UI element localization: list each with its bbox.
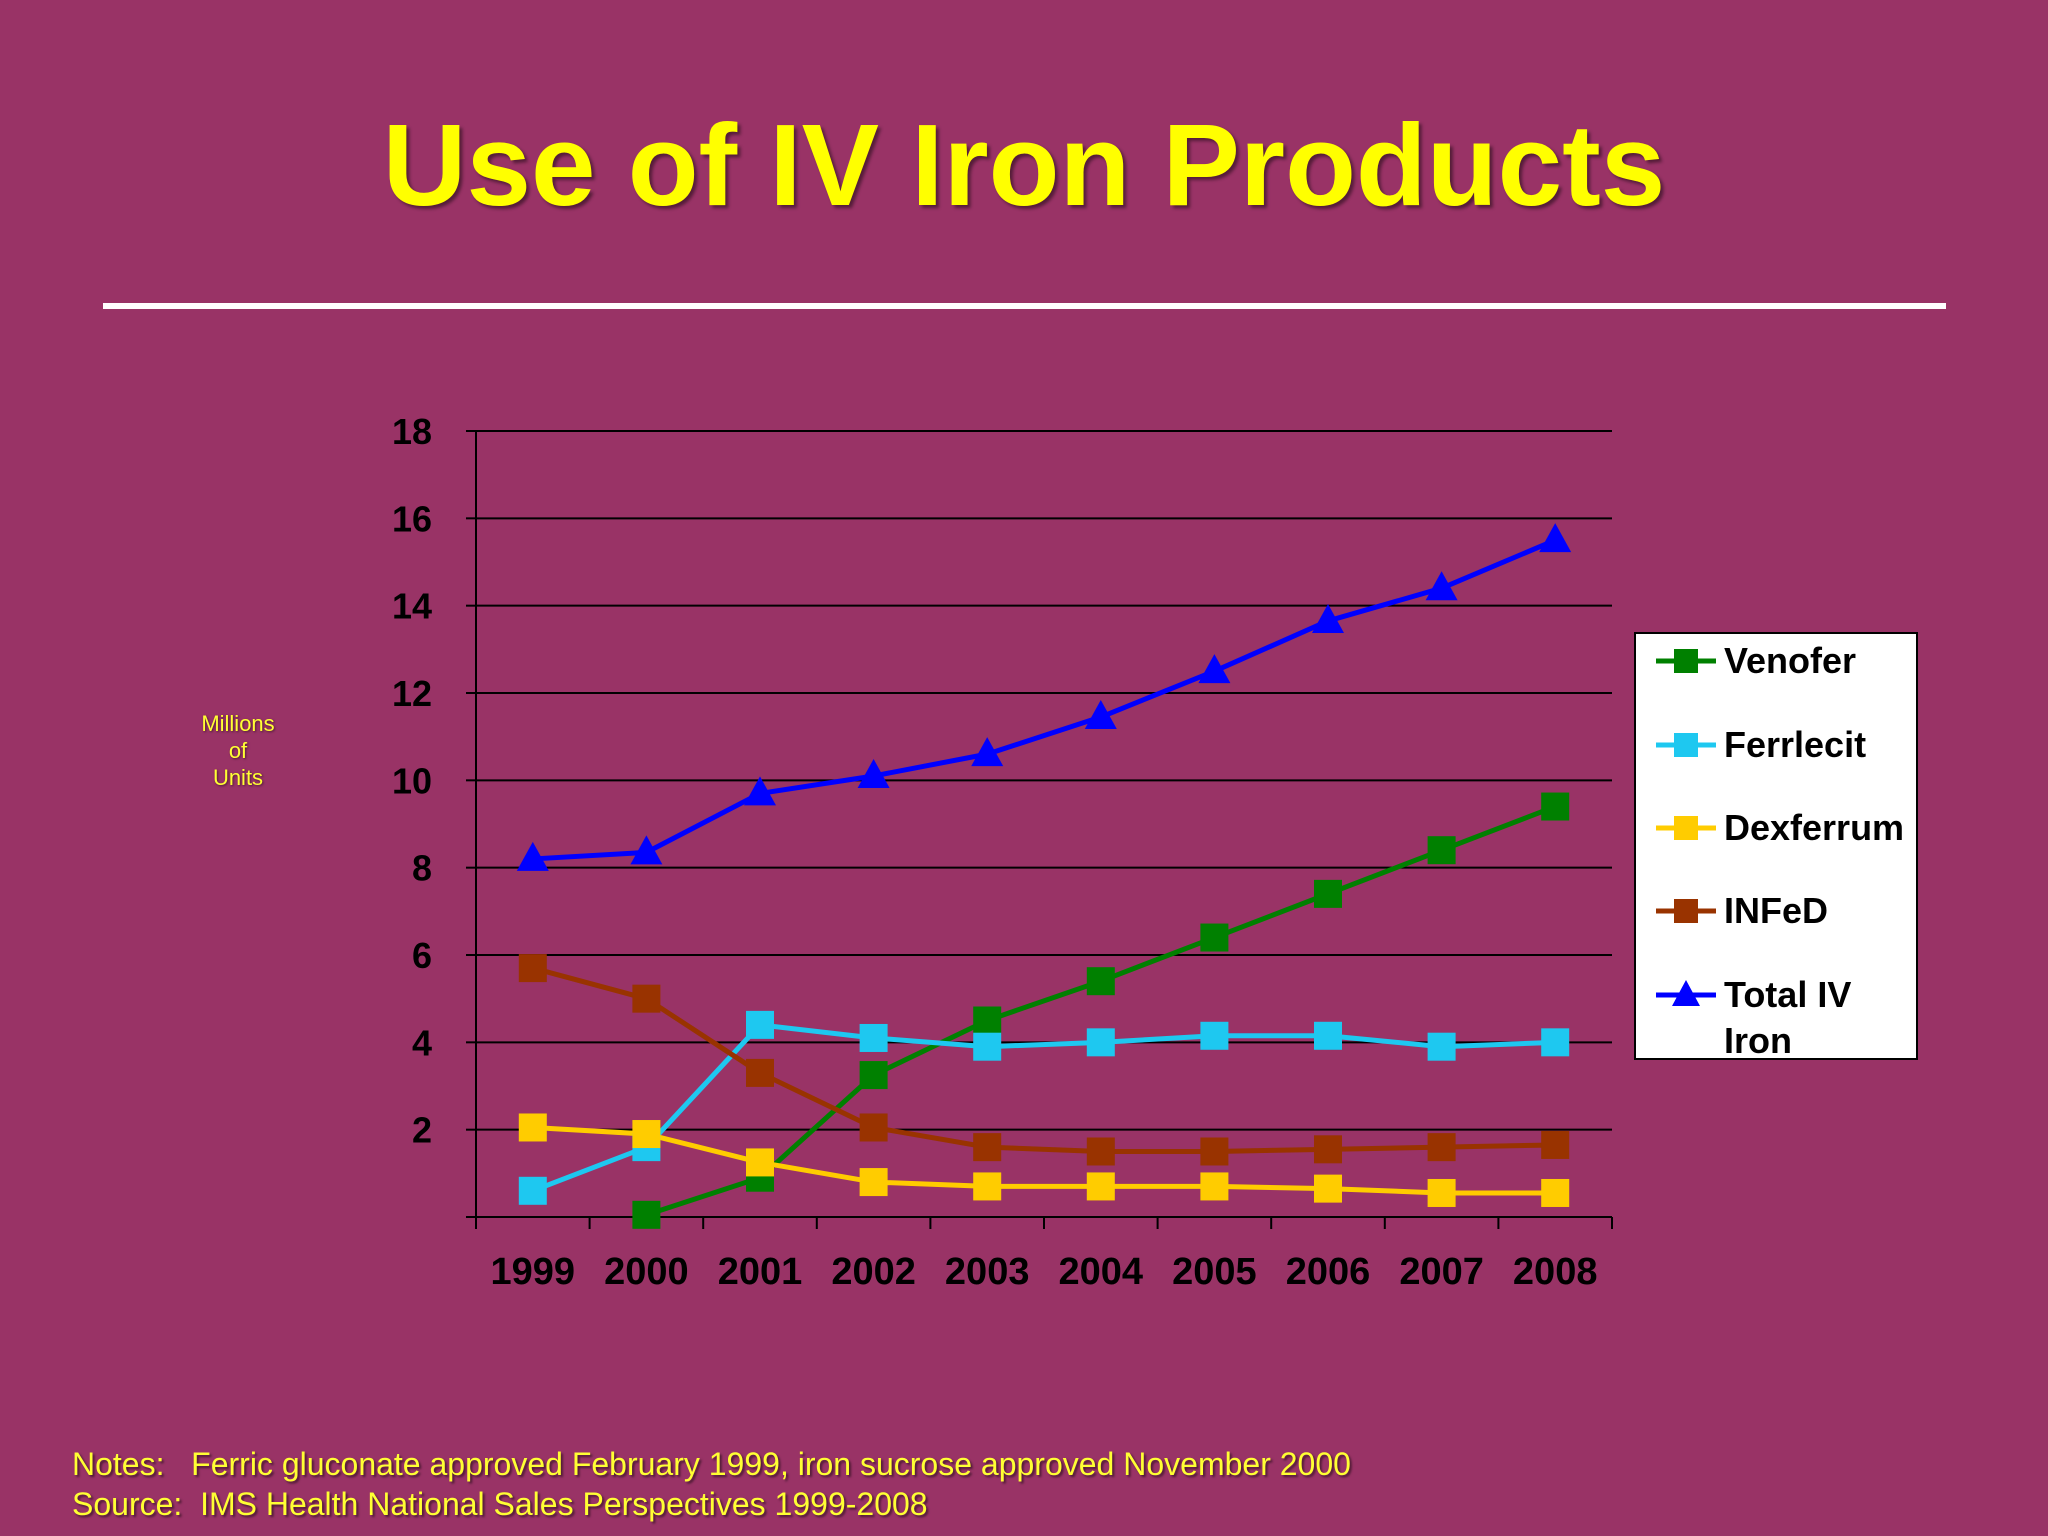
series-line — [532, 965, 1556, 1154]
data-point — [1200, 1021, 1229, 1050]
x-tick-label: 2004 — [1059, 1251, 1144, 1293]
y-tick-label: 8 — [412, 848, 432, 889]
legend-square-marker-icon — [1656, 899, 1716, 923]
data-point — [518, 1113, 547, 1142]
data-point — [1541, 1130, 1570, 1159]
data-point — [518, 1176, 547, 1205]
title-divider — [103, 303, 1946, 309]
notes-line: Notes: Ferric gluconate approved Februar… — [72, 1446, 1351, 1482]
data-point — [1086, 1172, 1115, 1201]
data-point — [516, 841, 549, 871]
x-tick-label: 2007 — [1399, 1251, 1484, 1293]
data-point — [1086, 1137, 1115, 1166]
data-point — [746, 1148, 774, 1177]
data-point — [859, 1113, 888, 1142]
legend-label: Dexferrum — [1724, 807, 1905, 848]
slide-notes: Notes: Ferric gluconate approved Februar… — [72, 1444, 1972, 1524]
data-point — [1541, 1028, 1570, 1057]
legend-label: Venofer — [1724, 640, 1857, 681]
x-tick-label: 2006 — [1286, 1251, 1371, 1293]
y-axis-label-line-3: Units — [212, 765, 264, 790]
y-tick-label: 10 — [392, 760, 432, 801]
legend-label: INFeD — [1724, 890, 1829, 931]
y-tick-label: 4 — [412, 1022, 432, 1063]
data-point — [1084, 700, 1117, 730]
data-point — [746, 1010, 774, 1039]
slide-title: Use of IV Iron Products — [382, 100, 1666, 230]
data-point — [1425, 571, 1458, 601]
y-tick-label: 12 — [392, 673, 432, 714]
data-point — [1086, 967, 1115, 996]
y-axis-label-line-2: of — [228, 738, 248, 763]
data-point — [973, 1133, 1002, 1162]
data-point — [632, 984, 661, 1013]
chart-legend: Venofer Ferrlecit Dexferrum INFeD Total … — [1634, 632, 1918, 1061]
x-tick-label: 2001 — [718, 1251, 803, 1293]
y-tick-label: 2 — [412, 1110, 432, 1151]
data-point — [1541, 792, 1570, 821]
x-tick-label: 2000 — [604, 1251, 689, 1293]
data-point — [1427, 836, 1456, 865]
legend-label: Ferrlecit — [1724, 724, 1867, 765]
data-point — [859, 1023, 888, 1052]
data-point — [1427, 1178, 1456, 1207]
data-point — [1314, 1174, 1342, 1203]
data-point — [1427, 1032, 1456, 1061]
data-point — [632, 1200, 661, 1229]
data-point — [973, 1172, 1002, 1201]
legend-triangle-marker-icon — [1656, 980, 1716, 1006]
data-point — [1539, 523, 1572, 553]
legend-square-marker-icon — [1656, 649, 1716, 673]
data-point — [1541, 1178, 1570, 1207]
y-axis-label-line-1: Millions — [201, 711, 275, 736]
legend-label: Total IV Iron — [1724, 974, 1852, 1061]
series-line — [532, 537, 1557, 862]
data-point — [857, 758, 890, 788]
data-point — [744, 776, 776, 806]
data-point — [518, 954, 547, 983]
data-point — [1314, 1021, 1342, 1050]
data-point — [1198, 654, 1231, 684]
x-tick-label: 2002 — [831, 1251, 916, 1293]
y-tick-label: 6 — [412, 935, 432, 976]
source-line: Source: IMS Health National Sales Perspe… — [72, 1486, 928, 1522]
data-point — [973, 1032, 1002, 1061]
data-point — [859, 1061, 888, 1090]
data-point — [1427, 1133, 1456, 1162]
data-point — [1314, 1135, 1342, 1164]
data-point — [1314, 879, 1342, 908]
legend-square-marker-icon — [1656, 733, 1716, 757]
data-point — [1200, 1172, 1229, 1201]
data-point — [859, 1168, 888, 1197]
y-tick-label: 18 — [392, 411, 432, 452]
data-point — [1200, 1137, 1229, 1166]
data-point — [746, 1058, 774, 1087]
y-axis-label: Millions of Units — [178, 710, 298, 791]
data-point — [971, 737, 1004, 767]
series-line — [531, 1022, 1556, 1194]
data-point — [973, 1006, 1002, 1035]
data-point — [1086, 1028, 1115, 1057]
data-point — [1312, 603, 1344, 633]
data-point — [1200, 923, 1229, 952]
legend-square-marker-icon — [1656, 816, 1716, 840]
y-tick-label: 16 — [392, 498, 432, 539]
data-point — [632, 1120, 661, 1149]
x-tick-label: 2005 — [1172, 1251, 1257, 1293]
y-tick-label: 14 — [392, 586, 432, 627]
x-tick-label: 2003 — [945, 1251, 1030, 1293]
x-tick-label: 1999 — [491, 1251, 576, 1293]
data-point — [630, 835, 663, 865]
x-tick-label: 2008 — [1513, 1251, 1598, 1293]
series-line — [532, 1124, 1556, 1196]
